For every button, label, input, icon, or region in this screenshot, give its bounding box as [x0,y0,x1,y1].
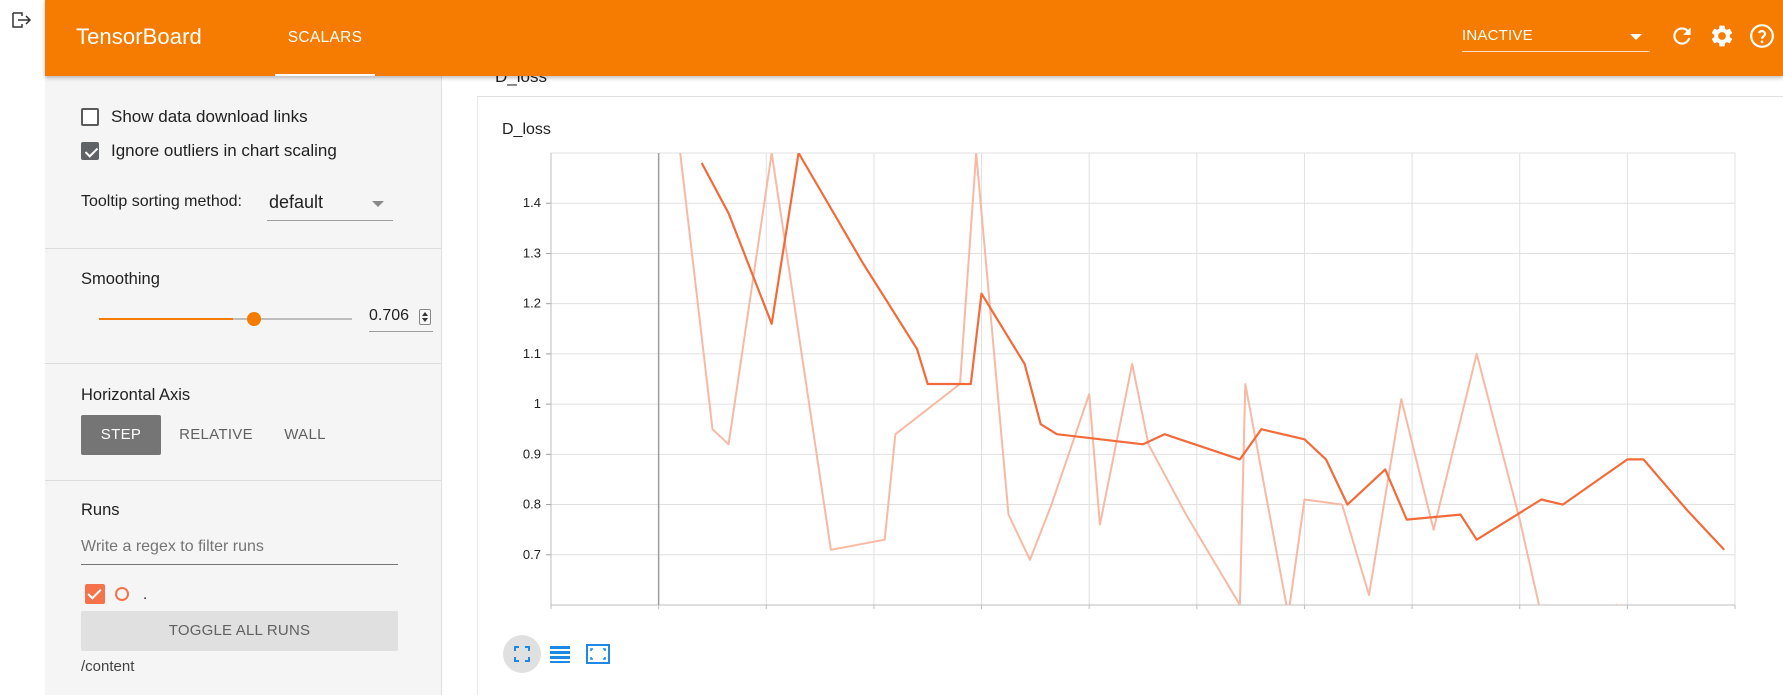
smoothing-title: Smoothing [81,270,160,288]
y-tick-label: 1.2 [523,296,541,311]
fit-to-domain-button[interactable] [503,635,541,673]
axis-wall-button[interactable]: WALL [284,426,326,443]
y-tick-label: 0.8 [523,497,541,512]
fit-to-domain-icon [514,646,530,662]
chevron-down-icon [372,201,384,207]
fullscreen-icon [586,644,610,664]
scalar-chart-card: D_loss 1.4 1.3 1.2 1.1 1 0.9 0.8 0.7 [477,97,1783,695]
toggle-all-runs-button[interactable]: TOGGLE ALL RUNS [81,611,398,651]
axis-step-button[interactable]: STEP [81,415,161,455]
data-table-icon [550,646,570,663]
y-tick-label: 1.4 [523,195,541,210]
smoothing-input[interactable]: 0.706 [369,301,433,332]
divider [45,363,441,364]
data-table-button[interactable] [541,635,579,673]
tooltip-sorting-dropdown[interactable]: default [267,186,393,221]
divider [45,248,441,249]
y-tick-label: 0.7 [523,547,541,562]
show-download-links-option[interactable]: Show data download links [81,105,308,129]
plugin-status-dropdown[interactable]: INACTIVE [1462,20,1650,52]
run-filter-field[interactable] [81,532,398,565]
show-download-links-checkbox[interactable] [81,108,99,126]
run-item[interactable]: . [85,583,147,605]
run-checkbox[interactable] [85,584,105,604]
refresh-icon[interactable] [1669,23,1695,49]
sidebar: Show data download links Ignore outliers… [45,76,442,695]
ignore-outliers-label: Ignore outliers in chart scaling [111,141,337,160]
spinner-icon[interactable] [419,309,431,325]
axis-relative-button[interactable]: RELATIVE [179,426,253,443]
smoothing-slider-fill [99,318,233,320]
ignore-outliers-checkbox[interactable] [81,142,99,160]
divider [45,480,441,481]
y-tick-label: 1 [534,396,541,411]
runs-title: Runs [81,501,120,519]
line-chart[interactable]: 1.4 1.3 1.2 1.1 1 0.9 0.8 0.7 [478,97,1783,627]
y-tick-label: 1.1 [523,346,541,361]
plot-frame [550,152,1736,606]
run-name: . [143,585,148,603]
left-strip [0,0,45,695]
run-filter-input[interactable] [81,534,398,560]
settings-icon[interactable] [1709,23,1735,49]
help-icon[interactable] [1749,23,1775,49]
log-directory: /content [81,658,135,675]
chevron-down-icon [1630,34,1642,40]
smoothing-slider-thumb[interactable] [247,312,262,326]
show-download-links-label: Show data download links [111,107,308,126]
tooltip-sorting-label: Tooltip sorting method: [81,193,242,210]
active-tab-underline [275,74,375,76]
tab-scalars[interactable]: SCALARS [275,0,375,76]
tab-scalars-label: SCALARS [287,29,363,46]
exit-icon[interactable] [12,11,32,29]
raw-series-line [679,153,1620,605]
fullscreen-button[interactable] [579,635,617,673]
chart-title: D_loss [502,121,551,138]
smoothing-slider[interactable] [99,312,352,326]
tooltip-sorting-value: default [269,192,324,212]
top-app-bar: TensorBoard SCALARS INACTIVE [45,0,1783,76]
smoothing-value: 0.706 [369,307,410,324]
plugin-status-value: INACTIVE [1462,27,1533,44]
y-tick-label: 0.9 [523,446,541,461]
ignore-outliers-option[interactable]: Ignore outliers in chart scaling [81,139,337,163]
y-tick-label: 1.3 [523,245,541,260]
smoothed-series-line [700,153,1726,551]
app-brand: TensorBoard [76,24,202,49]
run-color-circle-icon [115,587,129,601]
horizontal-axis-title: Horizontal Axis [81,386,191,404]
